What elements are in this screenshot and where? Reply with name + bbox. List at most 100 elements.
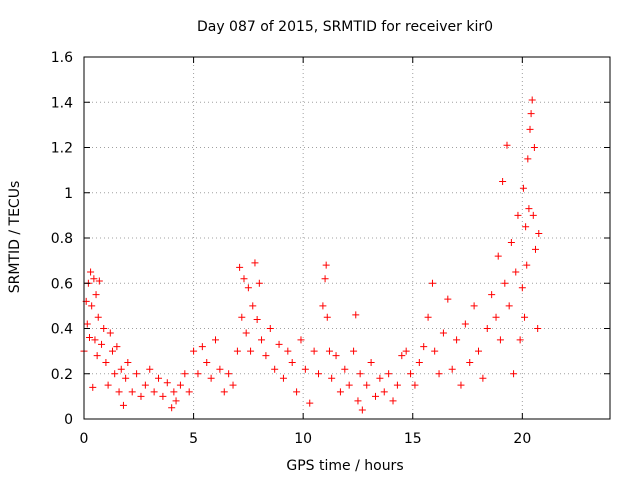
- data-point: [380, 388, 388, 396]
- data-point: [411, 381, 419, 389]
- data-point: [159, 392, 167, 400]
- data-point: [279, 374, 287, 382]
- data-point: [176, 381, 184, 389]
- data-point: [236, 263, 244, 271]
- data-point: [141, 381, 149, 389]
- data-point: [499, 177, 507, 185]
- data-point: [89, 383, 97, 391]
- data-point: [168, 404, 176, 412]
- data-point: [518, 284, 526, 292]
- data-point: [306, 399, 314, 407]
- data-point: [514, 211, 522, 219]
- data-point: [212, 336, 219, 344]
- y-tick-label: 1.4: [51, 95, 73, 111]
- data-point: [444, 295, 452, 303]
- data-point: [367, 358, 375, 366]
- data-point: [461, 320, 469, 328]
- data-point: [253, 315, 261, 323]
- data-point: [229, 381, 237, 389]
- data-point: [328, 374, 336, 382]
- data-point: [323, 313, 331, 321]
- data-point: [522, 223, 530, 231]
- data-point: [163, 379, 171, 387]
- data-point: [247, 347, 255, 355]
- y-tick-label: 0.4: [51, 322, 73, 338]
- data-point: [371, 392, 379, 400]
- data-point: [262, 352, 270, 360]
- data-point: [358, 406, 366, 414]
- data-point: [181, 370, 189, 378]
- data-point: [529, 211, 537, 219]
- data-point: [336, 388, 344, 396]
- data-point: [516, 336, 524, 344]
- y-tick-label: 1: [64, 186, 73, 202]
- data-point: [420, 343, 428, 351]
- data-point: [106, 329, 114, 337]
- data-point: [93, 352, 101, 360]
- gridlines: [84, 57, 610, 419]
- data-point: [220, 388, 228, 396]
- data-point: [90, 275, 98, 283]
- data-point: [479, 374, 487, 382]
- data-point: [194, 370, 202, 378]
- data-point: [293, 388, 301, 396]
- data-point: [321, 275, 329, 283]
- data-point: [95, 277, 103, 285]
- data-point: [354, 397, 362, 405]
- data-point: [108, 347, 116, 355]
- data-point: [512, 268, 520, 276]
- data-point: [407, 370, 415, 378]
- data-point: [524, 155, 532, 163]
- data-point: [527, 110, 535, 118]
- chart-title: Day 087 of 2015, SRMTID for receiver kir…: [197, 19, 493, 35]
- x-tick-label: 20: [513, 431, 531, 447]
- data-point: [526, 125, 534, 133]
- data-point: [525, 205, 533, 213]
- data-point: [185, 388, 193, 396]
- data-point: [297, 336, 305, 344]
- data-point: [523, 261, 531, 269]
- data-point: [439, 329, 447, 337]
- data-point: [255, 279, 263, 287]
- data-point: [284, 347, 292, 355]
- x-tick-label: 0: [80, 431, 89, 447]
- data-point: [258, 336, 266, 344]
- data-point: [453, 336, 461, 344]
- data-point: [350, 347, 358, 355]
- data-point: [92, 291, 100, 299]
- data-point: [203, 358, 211, 366]
- y-axis-ticks: 0 0.2 0.4 0.6 0.8 1 1.2 1.4 1.6: [51, 50, 610, 428]
- data-point: [288, 358, 296, 366]
- data-point: [85, 334, 93, 342]
- data-point: [146, 365, 154, 373]
- data-point: [494, 252, 502, 260]
- x-axis-label: GPS time / hours: [286, 458, 403, 474]
- data-point: [496, 336, 504, 344]
- data-point: [122, 374, 130, 382]
- data-point: [198, 343, 206, 351]
- data-point: [376, 374, 384, 382]
- data-point: [531, 245, 539, 253]
- data-point: [190, 347, 198, 355]
- y-tick-label: 0: [64, 412, 73, 428]
- data-point: [91, 336, 99, 344]
- data-point: [363, 381, 371, 389]
- data-point: [87, 268, 95, 276]
- data-point: [319, 302, 327, 310]
- data-point: [398, 352, 406, 360]
- y-axis-label: SRMTID / TECUs: [7, 181, 23, 294]
- data-point: [466, 358, 474, 366]
- data-point: [266, 325, 274, 332]
- data-point: [315, 370, 323, 378]
- data-point: [415, 358, 423, 366]
- data-point: [428, 279, 436, 287]
- data-point: [457, 381, 465, 389]
- data-point: [240, 275, 248, 283]
- data-point: [100, 325, 108, 332]
- data-point: [83, 320, 91, 328]
- data-point: [124, 358, 132, 366]
- data-point: [385, 370, 393, 378]
- data-point: [501, 279, 509, 287]
- data-point: [528, 96, 536, 104]
